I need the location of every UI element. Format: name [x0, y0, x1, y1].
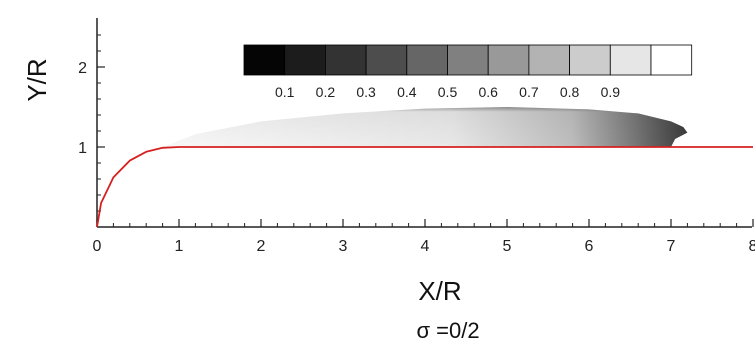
legend-swatch — [650, 44, 693, 76]
cavity-region — [162, 107, 688, 147]
x-tick-label: 2 — [257, 238, 266, 255]
legend-swatch — [487, 44, 530, 76]
legend-label: 0.4 — [397, 84, 417, 100]
y-tick-label: 2 — [78, 60, 87, 77]
legend-label: 0.3 — [356, 84, 376, 100]
legend-swatch — [406, 44, 448, 76]
cavity-edge-shading — [162, 107, 688, 147]
y-axis-title: Y/R — [22, 58, 52, 101]
legend-swatch — [447, 44, 489, 76]
legend-label: 0.2 — [316, 84, 336, 100]
x-tick-label: 5 — [503, 238, 512, 255]
x-tick-label: 8 — [749, 238, 755, 255]
legend-swatch — [609, 44, 652, 76]
x-ticks: 0 1 2 3 4 5 6 7 8 — [93, 219, 755, 255]
legend-swatch — [284, 44, 326, 76]
legend-label: 0.9 — [601, 84, 621, 100]
x-tick-label: 0 — [93, 238, 102, 255]
legend-label: 0.7 — [519, 84, 539, 100]
y-tick-label: 1 — [78, 140, 87, 157]
legend-label: 0.8 — [560, 84, 580, 100]
legend-swatch — [324, 44, 367, 76]
x-tick-label: 1 — [175, 238, 184, 255]
x-tick-label: 3 — [339, 238, 348, 255]
legend-label: 0.1 — [275, 84, 295, 100]
x-tick-label: 7 — [667, 238, 676, 255]
legend-label: 0.6 — [478, 84, 498, 100]
y-ticks: 12 — [78, 34, 105, 212]
legend-swatch — [365, 44, 408, 76]
body-contour-line — [96, 146, 753, 228]
legend-swatch — [528, 44, 571, 76]
x-tick-label: 4 — [421, 238, 430, 255]
legend-swatch — [569, 44, 611, 76]
x-tick-label: 6 — [585, 238, 594, 255]
legend-label: 0.5 — [438, 84, 458, 100]
x-axis-title: X/R — [418, 276, 461, 306]
legend: 0.1 0.2 0.3 0.4 0.5 0.6 0.7 0.8 0.9 — [243, 44, 693, 100]
legend-swatch — [243, 44, 286, 76]
caption: σ =0/2 — [416, 318, 479, 343]
body-contour — [96, 146, 753, 228]
